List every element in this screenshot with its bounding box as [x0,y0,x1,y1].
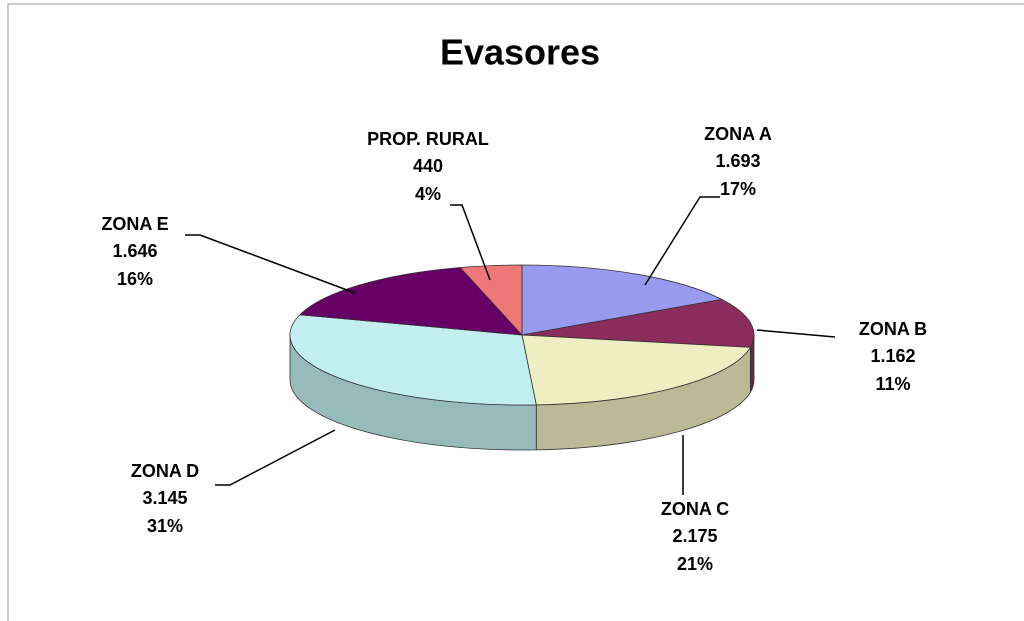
percentage-label: 4% [415,184,441,204]
pie-slice [289,314,537,406]
leader-line [185,234,356,294]
percentage-label: 11% [875,374,910,394]
value-label: 2.175 [672,526,717,546]
slice-label: ZONA E [101,214,168,234]
percentage-label: 16% [117,269,153,289]
slice-label: ZONA A [704,124,772,144]
slice-label: ZONA D [131,461,199,481]
leader-line [644,196,720,286]
slice-label: ZONA B [859,319,927,339]
pie-slice [521,334,752,406]
pie-slice [299,267,523,336]
percentage-label: 31% [147,516,183,536]
value-label: 1.646 [112,241,157,261]
chart-title: Evasores [440,32,600,73]
value-label: 1.693 [715,151,760,171]
percentage-label: 21% [677,554,713,574]
leader-line [450,204,491,281]
value-label: 3.145 [142,488,187,508]
leader-line [215,429,336,486]
pie-slice [459,264,523,337]
pie-slice [521,298,755,348]
value-label: 1.162 [870,346,915,366]
slice-label: PROP. RURAL [367,129,489,149]
leader-line [756,329,836,338]
percentage-label: 17% [720,179,756,199]
slice-label: ZONA C [661,499,729,519]
value-label: 440 [413,156,443,176]
pie-slice [521,264,723,336]
